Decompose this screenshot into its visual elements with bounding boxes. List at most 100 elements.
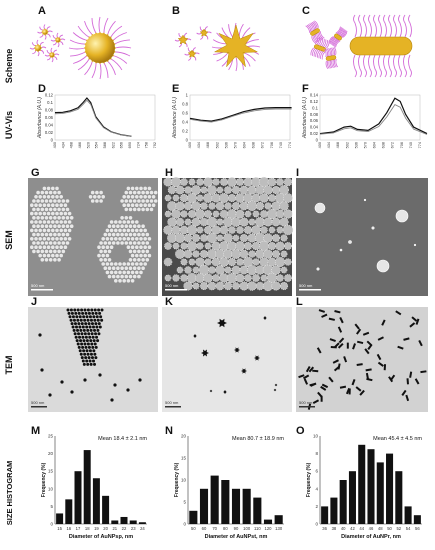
y-tick-label: 0.08	[310, 112, 319, 117]
sem-particle	[141, 258, 145, 262]
y-axis-label: Absorbance (A.U.)	[302, 97, 308, 139]
sem-star-particle	[219, 257, 229, 267]
sem-star-particle	[191, 217, 201, 227]
tem-particle	[81, 345, 85, 349]
x-tick-label: 672	[391, 142, 395, 148]
sem-particle	[147, 245, 152, 249]
ligand	[316, 49, 321, 58]
sem-particle	[63, 203, 68, 207]
sem-star-particle	[184, 218, 192, 226]
sem-particle	[38, 220, 42, 224]
sem-star-particle	[164, 210, 172, 218]
panel-letter-l: L	[296, 296, 303, 308]
tem-rod	[397, 345, 404, 350]
sem-particle	[107, 224, 112, 228]
tem-particle	[69, 308, 73, 312]
sem-particle	[126, 220, 131, 224]
sem-particle	[61, 216, 66, 220]
sem-star-particle	[274, 256, 286, 268]
sem-image-h: 500 nm	[162, 176, 294, 296]
tem-rod	[376, 353, 382, 361]
sem-particle	[120, 241, 124, 245]
tem-rod	[409, 371, 413, 378]
sem-particle	[122, 262, 126, 266]
histogram-bar	[376, 462, 384, 524]
sem-star-particle	[203, 193, 213, 203]
sem-star-particle	[203, 177, 213, 187]
sem-particle	[57, 216, 61, 220]
tem-particle	[90, 356, 94, 360]
sem-star-particle	[239, 185, 249, 195]
ligand	[358, 14, 362, 38]
sem-particle	[137, 190, 141, 195]
row-label-tem: TEM	[4, 356, 14, 375]
sem-particle	[135, 237, 139, 241]
x-tick-label: 110	[254, 526, 261, 531]
sem-star-particle	[271, 185, 281, 195]
sem-particle	[63, 245, 68, 249]
sem-star-particle	[218, 192, 230, 204]
ligand	[311, 21, 317, 30]
sem-star-particle	[271, 265, 281, 275]
y-tick-label: 0.04	[45, 123, 54, 128]
sem-star-particle	[239, 217, 249, 227]
ligand	[212, 39, 227, 45]
plot-area	[189, 94, 291, 141]
sem-star-particle	[183, 249, 193, 259]
y-tick-label: 2	[315, 504, 318, 509]
sem-particle	[36, 224, 40, 228]
sem-star-particle	[251, 225, 261, 235]
sem-particle	[128, 207, 133, 212]
tem-rod	[401, 389, 407, 396]
sem-star-particle	[246, 200, 258, 212]
sem-particle	[109, 270, 114, 275]
ligand	[408, 54, 412, 78]
x-axis-label: Diameter of AuNPr, nm	[341, 534, 401, 540]
x-tick-label: 56	[415, 526, 420, 531]
sem-star-particle	[167, 201, 177, 211]
sem-particle	[38, 195, 42, 199]
sem-particle	[61, 199, 66, 203]
tem-particle	[93, 328, 97, 332]
tem-rod	[364, 348, 370, 355]
tem-particle	[95, 325, 99, 329]
tem-rod	[418, 340, 423, 347]
sem-particle	[103, 249, 108, 254]
sem-particle	[59, 237, 63, 241]
y-tick-label: 5	[183, 500, 186, 505]
sem-particle	[143, 253, 147, 258]
sem-star-particle	[276, 226, 284, 234]
x-tick-label: 502	[215, 142, 219, 148]
sem-particle	[137, 207, 141, 212]
sem-particle	[46, 245, 51, 249]
panel-letter-i: I	[296, 167, 299, 179]
sem-particle	[103, 266, 108, 271]
sem-particle	[51, 186, 55, 191]
sem-star-particle	[175, 233, 185, 243]
tem-particle	[82, 315, 86, 319]
sem-particle	[137, 241, 141, 245]
y-tick-label: 0	[183, 522, 186, 527]
ligand	[317, 37, 322, 46]
ligand	[114, 39, 130, 45]
sem-star-particle	[219, 209, 229, 219]
sem-particle	[48, 241, 53, 245]
sem-particle	[103, 241, 108, 245]
sem-image-g: 500 nm	[28, 178, 158, 296]
sem-star-particle	[279, 201, 289, 211]
sem-particle	[143, 203, 147, 207]
ligand	[342, 31, 348, 39]
ligand	[107, 20, 116, 36]
sem-particle	[107, 249, 112, 254]
sem-particle	[139, 203, 143, 207]
panel-letter-h: H	[165, 167, 173, 179]
tem-rod	[303, 378, 309, 385]
sem-particle	[105, 228, 110, 233]
ligand	[77, 58, 90, 71]
sem-particle	[135, 262, 139, 266]
sem-star-particle	[186, 192, 198, 204]
tem-particle	[89, 318, 93, 322]
row-label-sem: SEM	[4, 230, 14, 250]
tem-particle	[78, 325, 82, 329]
sem-particle	[130, 270, 135, 275]
